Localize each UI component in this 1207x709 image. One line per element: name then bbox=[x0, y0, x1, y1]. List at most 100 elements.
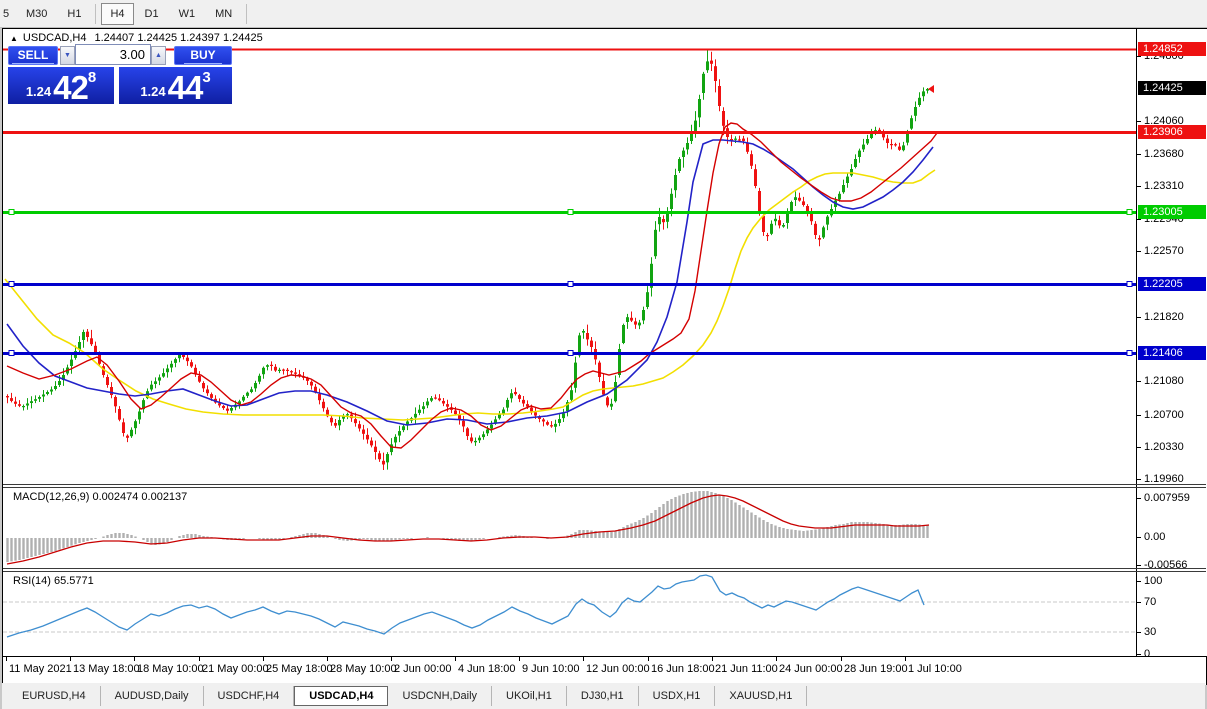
time-tick-mark bbox=[841, 657, 842, 661]
time-tick-mark bbox=[905, 657, 906, 661]
time-tick-mark bbox=[134, 657, 135, 661]
axis-tick-text: 1.20700 bbox=[1144, 409, 1184, 421]
hline-handle[interactable] bbox=[567, 350, 574, 356]
hline-handle[interactable] bbox=[1126, 350, 1133, 356]
tab-xauusd-h1[interactable]: XAUUSD,H1 bbox=[715, 686, 808, 706]
sell-price-sup: 8 bbox=[87, 69, 97, 86]
time-tick-mark bbox=[455, 657, 456, 661]
axis-tick-mark bbox=[1137, 251, 1141, 252]
axis-tick-text: 100 bbox=[1144, 575, 1163, 587]
hline-handle[interactable] bbox=[8, 350, 15, 356]
axis-tick-mark bbox=[1137, 632, 1141, 633]
one-click-trade-panel: SELL ▼ ▲ BUY 1.24 42 8 1.24 44 3 bbox=[8, 44, 232, 104]
axis-tick-text: 0.00 bbox=[1144, 531, 1166, 543]
axis-tick-mark bbox=[1137, 381, 1141, 382]
time-tick-label: 21 Jun 11:00 bbox=[715, 663, 778, 675]
hline-handle[interactable] bbox=[8, 281, 15, 287]
axis-tick-text: 1.22570 bbox=[1144, 245, 1184, 257]
hline-handle[interactable] bbox=[567, 281, 574, 287]
tab-usdchf-h4[interactable]: USDCHF,H4 bbox=[204, 686, 295, 706]
time-tick-mark bbox=[391, 657, 392, 661]
tab-eurusd-h4[interactable]: EURUSD,H4 bbox=[8, 686, 101, 706]
axis-tick-mark bbox=[1137, 154, 1141, 155]
pane-divider[interactable] bbox=[3, 484, 1206, 485]
price-label-1.22205: 1.22205 bbox=[1138, 277, 1206, 291]
sell-button[interactable]: SELL bbox=[8, 46, 58, 65]
last-price-marker bbox=[928, 85, 934, 93]
rsi-label: RSI(14) 65.5771 bbox=[13, 575, 94, 587]
timeframe-button-m30[interactable]: M30 bbox=[26, 7, 48, 20]
axis-tick-text: 0 bbox=[1144, 648, 1151, 660]
chart-symbol-period: USDCAD,H4 bbox=[22, 32, 87, 44]
buy-button-label: BUY bbox=[184, 48, 222, 64]
chart-header: ▲ USDCAD,H4 1.24407 1.24425 1.24397 1.2442… bbox=[10, 32, 263, 44]
axis-tick-mark bbox=[1137, 581, 1141, 582]
axis-tick-text: 1.23310 bbox=[1144, 180, 1184, 192]
timeframe-button-d1[interactable]: D1 bbox=[144, 7, 159, 20]
timeframe-button-h1[interactable]: H1 bbox=[67, 7, 82, 20]
axis-tick-mark bbox=[1137, 498, 1141, 499]
timeframe-toolbar: 5 M30 H1 H4 D1 W1 MN bbox=[0, 0, 1207, 28]
price-axis[interactable]: 1.24800 1.24060 1.23680 1.23310 1.22940 1.225… bbox=[1136, 29, 1207, 660]
axis-tick-text: 0.007959 bbox=[1144, 492, 1190, 504]
time-tick-mark bbox=[583, 657, 584, 661]
sell-price-prefix: 1.24 bbox=[25, 84, 52, 99]
time-tick-mark bbox=[519, 657, 520, 661]
tab-audusd-daily[interactable]: AUDUSD,Daily bbox=[101, 686, 204, 706]
pane-divider[interactable] bbox=[3, 487, 1206, 488]
buy-price-display[interactable]: 1.24 44 3 bbox=[119, 67, 232, 104]
toolbar-separator bbox=[246, 3, 248, 24]
axis-tick-mark bbox=[1137, 186, 1141, 187]
timeframe-button-mn[interactable]: MN bbox=[215, 7, 233, 20]
buy-price-big: 44 bbox=[167, 69, 204, 106]
axis-tick-mark bbox=[1137, 56, 1141, 57]
hline-handle[interactable] bbox=[1126, 281, 1133, 287]
hline-handle[interactable] bbox=[8, 209, 15, 215]
axis-tick-mark bbox=[1137, 565, 1141, 566]
tab-usdcad-h4[interactable]: USDCAD,H4 bbox=[294, 686, 389, 706]
time-tick-label: 18 May 10:00 bbox=[137, 663, 204, 675]
time-tick-label: 4 Jun 18:00 bbox=[458, 663, 516, 675]
buy-price-sup: 3 bbox=[202, 69, 211, 86]
time-tick-label: 11 May 2021 bbox=[9, 663, 72, 675]
timeframe-button-5[interactable]: 5 bbox=[3, 7, 10, 20]
timeframe-button-h4[interactable]: H4 bbox=[101, 2, 134, 25]
time-tick-label: 1 Jul 10:00 bbox=[908, 663, 962, 675]
chart-ohlc-values: 1.24407 1.24425 1.24397 1.24425 bbox=[94, 32, 263, 44]
timeframe-button-w1[interactable]: W1 bbox=[178, 7, 196, 20]
time-tick-label: 24 Jun 00:00 bbox=[779, 663, 843, 675]
axis-tick-mark bbox=[1137, 447, 1141, 448]
volume-decrease-button[interactable]: ▼ bbox=[60, 46, 75, 65]
volume-input[interactable] bbox=[75, 44, 151, 65]
time-tick-label: 28 Jun 19:00 bbox=[844, 663, 908, 675]
axis-tick-text: 1.21820 bbox=[1144, 311, 1184, 323]
time-tick-label: 9 Jun 10:00 bbox=[522, 663, 580, 675]
sell-price-display[interactable]: 1.24 42 8 bbox=[8, 67, 114, 104]
axis-tick-text: 1.24060 bbox=[1144, 115, 1184, 127]
time-tick-label: 2 Jun 00:00 bbox=[394, 663, 452, 675]
axis-tick-text: 1.19960 bbox=[1144, 473, 1184, 485]
tab-ukoil-h1[interactable]: UKOil,H1 bbox=[492, 686, 567, 706]
time-axis[interactable]: 11 May 2021 13 May 18:00 18 May 10:00 21 Ma… bbox=[3, 656, 1206, 685]
hline-handle[interactable] bbox=[567, 209, 574, 215]
tab-usdx-h1[interactable]: USDX,H1 bbox=[639, 686, 716, 706]
axis-tick-text: 1.21080 bbox=[1144, 375, 1184, 387]
hline-handle[interactable] bbox=[1126, 209, 1133, 215]
time-tick-mark bbox=[263, 657, 264, 661]
time-tick-label: 12 Jun 00:00 bbox=[586, 663, 650, 675]
main-chart-canvas[interactable] bbox=[3, 29, 1136, 484]
macd-canvas[interactable] bbox=[3, 488, 1136, 568]
axis-tick-text: 30 bbox=[1144, 626, 1157, 638]
pane-divider[interactable] bbox=[3, 568, 1206, 569]
chart-tab-bar: EURUSD,H4 AUDUSD,Daily USDCHF,H4 USDCAD,H4 U… bbox=[2, 683, 1205, 709]
collapse-panel-icon[interactable]: ▲ bbox=[10, 34, 18, 43]
buy-button[interactable]: BUY bbox=[174, 46, 232, 65]
tab-dj30-h1[interactable]: DJ30,H1 bbox=[567, 686, 639, 706]
tab-usdcnh-daily[interactable]: USDCNH,Daily bbox=[388, 686, 493, 706]
pane-divider[interactable] bbox=[3, 571, 1206, 572]
rsi-canvas[interactable] bbox=[3, 572, 1136, 656]
time-tick-label: 28 May 10:00 bbox=[330, 663, 397, 675]
buy-price-prefix: 1.24 bbox=[140, 84, 166, 99]
volume-increase-button[interactable]: ▲ bbox=[151, 46, 166, 65]
axis-tick-text: -0.00566 bbox=[1144, 559, 1188, 571]
